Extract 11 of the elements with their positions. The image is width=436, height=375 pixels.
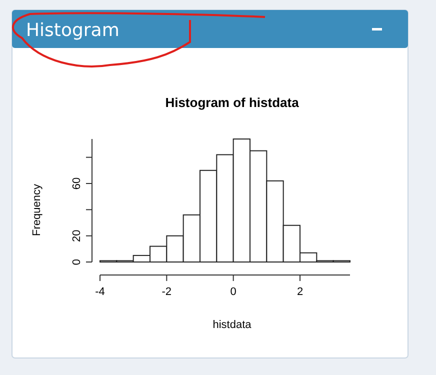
x-tick-label: -2	[162, 286, 172, 298]
chart-title: Histogram of histdata	[165, 95, 300, 110]
y-tick-label: 0	[71, 258, 83, 266]
x-axis-title: histdata	[212, 319, 252, 331]
y-tick-label: 20	[71, 230, 83, 242]
text: Histogram	[26, 20, 120, 41]
x-tick-label: -4	[95, 286, 105, 298]
y-tick-label: 60	[71, 177, 83, 190]
x-tick-label: 2	[296, 286, 304, 298]
y-axis-title: Frequency	[31, 184, 43, 236]
x-tick-label: 0	[230, 286, 236, 298]
